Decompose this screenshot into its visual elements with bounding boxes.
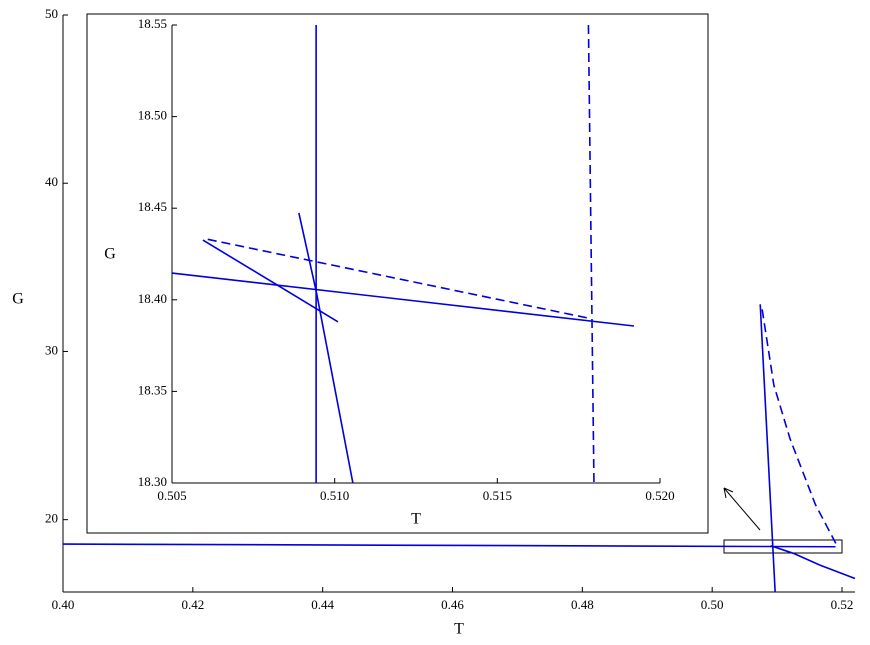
x-tick-label: 0.50: [701, 597, 724, 612]
curve: [202, 239, 339, 323]
x-tick-label: 0.52: [831, 597, 854, 612]
curve: [759, 304, 776, 593]
curve: [62, 543, 836, 548]
curve: [298, 212, 354, 484]
x-axis-label: T: [411, 511, 421, 528]
x-tick-label: 0.505: [157, 488, 186, 503]
y-tick-label: 50: [45, 6, 58, 21]
x-tick-label: 0.42: [181, 597, 204, 612]
y-tick-label: 18.50: [138, 108, 167, 123]
x-tick-label: 0.40: [52, 597, 75, 612]
x-axis-label: T: [454, 621, 464, 638]
x-tick-label: 0.510: [320, 488, 349, 503]
x-tick-label: 0.520: [645, 488, 674, 503]
y-tick-label: 18.45: [138, 199, 167, 214]
y-tick-label: 30: [45, 342, 58, 357]
curve: [587, 24, 595, 484]
y-tick-label: 20: [45, 511, 58, 526]
curve: [761, 309, 839, 549]
y-tick-label: 18.40: [138, 291, 167, 306]
y-tick-label: 18.55: [138, 16, 167, 31]
curve: [171, 272, 635, 327]
arrow-head: [723, 487, 734, 499]
zoom-arrow: [723, 487, 761, 531]
x-tick-label: 0.44: [311, 597, 334, 612]
x-tick-label: 0.46: [441, 597, 464, 612]
inset-frame: [86, 13, 709, 534]
y-tick-label: 18.30: [138, 474, 167, 489]
y-tick-label: 40: [45, 174, 58, 189]
y-axis-label: G: [12, 291, 24, 308]
curve: [207, 238, 589, 319]
x-tick-label: 0.515: [483, 488, 512, 503]
y-axis-label: G: [104, 246, 116, 263]
curve: [770, 544, 856, 580]
y-tick-label: 18.35: [138, 382, 167, 397]
x-tick-label: 0.48: [571, 597, 594, 612]
